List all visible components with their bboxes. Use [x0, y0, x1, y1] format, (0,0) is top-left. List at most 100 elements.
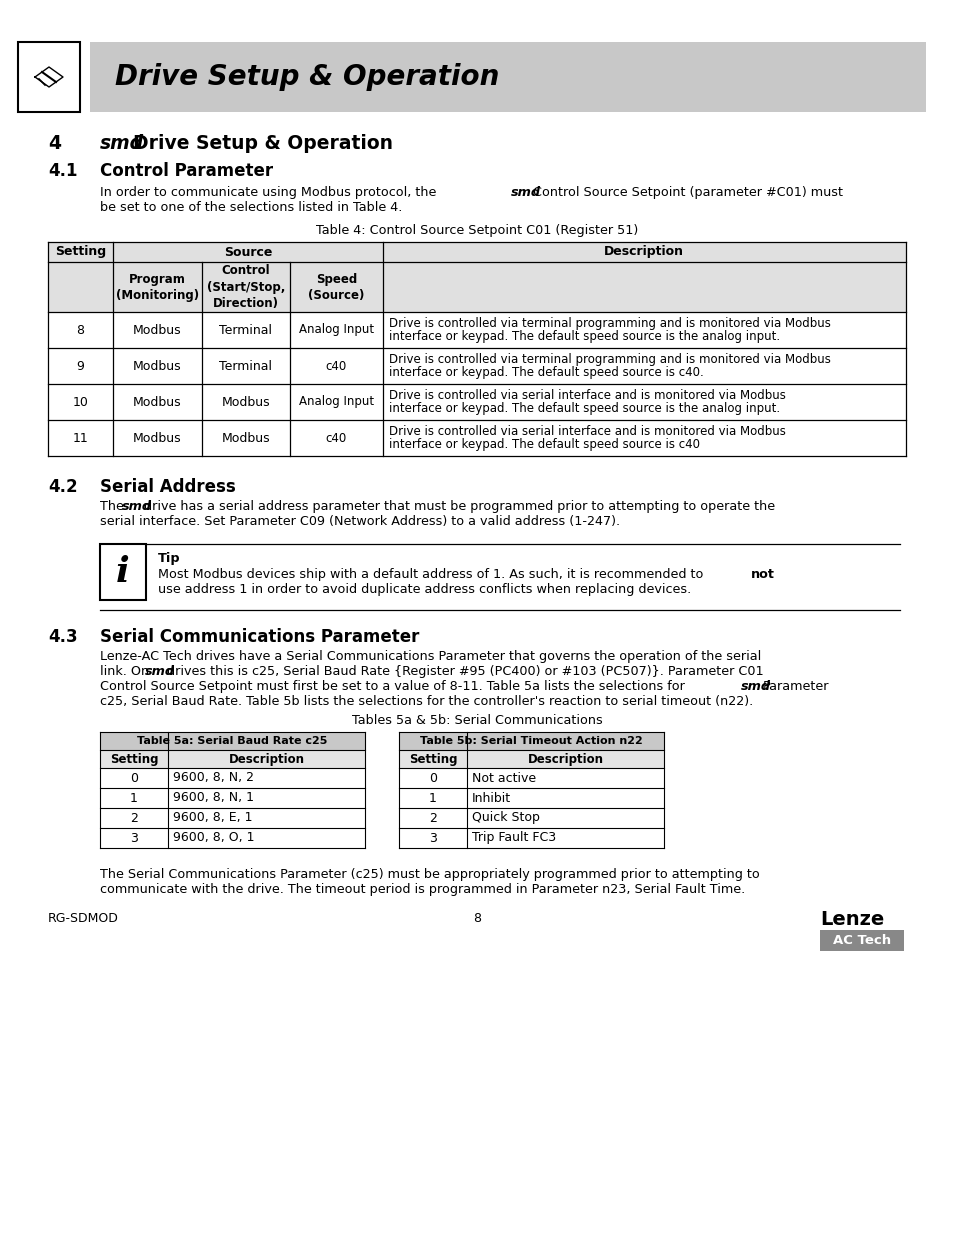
- Text: smd: smd: [145, 664, 174, 678]
- Text: 4.2: 4.2: [48, 478, 77, 496]
- Text: interface or keypad. The default speed source is c40: interface or keypad. The default speed s…: [388, 438, 699, 451]
- Text: 1: 1: [429, 792, 436, 804]
- Text: 10: 10: [72, 395, 89, 409]
- Text: Drive is controlled via serial interface and is monitored via Modbus: Drive is controlled via serial interface…: [388, 425, 784, 437]
- Text: Tables 5a & 5b: Serial Communications: Tables 5a & 5b: Serial Communications: [352, 714, 601, 727]
- Text: Modbus: Modbus: [132, 359, 181, 373]
- Bar: [100, 543, 146, 600]
- Text: 4.3: 4.3: [48, 629, 77, 646]
- Text: c40: c40: [325, 359, 347, 373]
- Text: smd: smd: [122, 500, 152, 513]
- Text: Program
(Monitoring): Program (Monitoring): [115, 273, 199, 301]
- Text: Terminal: Terminal: [219, 324, 272, 336]
- Text: Control Source Setpoint must first be set to a value of 8-11. Table 5a lists the: Control Source Setpoint must first be se…: [100, 680, 688, 693]
- Bar: [48, 242, 905, 312]
- Text: 9600, 8, N, 2: 9600, 8, N, 2: [172, 772, 253, 784]
- Text: 3: 3: [429, 831, 436, 845]
- Text: Drive is controlled via terminal programming and is monitored via Modbus: Drive is controlled via terminal program…: [388, 353, 830, 366]
- Text: interface or keypad. The default speed source is the analog input.: interface or keypad. The default speed s…: [388, 403, 779, 415]
- Text: The Serial Communications Parameter (c25) must be appropriately programmed prior: The Serial Communications Parameter (c25…: [100, 868, 759, 881]
- Bar: [100, 732, 365, 750]
- Text: Not active: Not active: [472, 772, 536, 784]
- Text: 0: 0: [130, 772, 138, 784]
- Bar: [398, 732, 663, 750]
- Text: 1: 1: [130, 792, 138, 804]
- Bar: [100, 750, 365, 768]
- Text: The: The: [100, 500, 128, 513]
- Text: Modbus: Modbus: [132, 395, 181, 409]
- Text: Modbus: Modbus: [132, 431, 181, 445]
- Text: Table 5a: Serial Baud Rate c25: Table 5a: Serial Baud Rate c25: [137, 736, 327, 746]
- Text: Analog Input: Analog Input: [298, 395, 374, 409]
- Text: Drive is controlled via terminal programming and is monitored via Modbus: Drive is controlled via terminal program…: [388, 316, 830, 330]
- Text: Drive Setup & Operation: Drive Setup & Operation: [115, 63, 498, 91]
- Text: Inhibit: Inhibit: [472, 792, 511, 804]
- Text: Drive Setup & Operation: Drive Setup & Operation: [132, 135, 393, 153]
- Text: 9600, 8, E, 1: 9600, 8, E, 1: [172, 811, 253, 825]
- Text: Drive is controlled via serial interface and is monitored via Modbus: Drive is controlled via serial interface…: [388, 389, 784, 401]
- Text: interface or keypad. The default speed source is c40.: interface or keypad. The default speed s…: [388, 367, 702, 379]
- Text: Setting: Setting: [408, 752, 456, 766]
- Text: 3: 3: [130, 831, 138, 845]
- Text: AC Tech: AC Tech: [832, 934, 890, 947]
- Text: interface or keypad. The default speed source is the analog input.: interface or keypad. The default speed s…: [388, 330, 779, 343]
- Text: Description: Description: [603, 246, 683, 258]
- Text: 9600, 8, N, 1: 9600, 8, N, 1: [172, 792, 253, 804]
- Text: smd: smd: [100, 135, 144, 153]
- Text: Lenze-AC Tech drives have a Serial Communications Parameter that governs the ope: Lenze-AC Tech drives have a Serial Commu…: [100, 650, 760, 663]
- Text: not: not: [750, 568, 774, 580]
- Text: link. On: link. On: [100, 664, 153, 678]
- Text: In order to communicate using Modbus protocol, the: In order to communicate using Modbus pro…: [100, 186, 440, 199]
- Text: c40: c40: [325, 431, 347, 445]
- Text: Serial Address: Serial Address: [100, 478, 235, 496]
- Text: 11: 11: [72, 431, 89, 445]
- Bar: [398, 750, 663, 768]
- Text: 9: 9: [76, 359, 85, 373]
- Text: Modbus: Modbus: [132, 324, 181, 336]
- Text: Terminal: Terminal: [219, 359, 272, 373]
- Text: RG-SDMOD: RG-SDMOD: [48, 911, 119, 925]
- Text: Tip: Tip: [158, 552, 180, 564]
- Text: Description: Description: [527, 752, 603, 766]
- Text: Trip Fault FC3: Trip Fault FC3: [472, 831, 556, 845]
- Text: 9600, 8, O, 1: 9600, 8, O, 1: [172, 831, 254, 845]
- Bar: [18, 42, 80, 112]
- Bar: [820, 930, 903, 951]
- Text: Most Modbus devices ship with a default address of 1. As such, it is recommended: Most Modbus devices ship with a default …: [158, 568, 706, 580]
- Text: 2: 2: [429, 811, 436, 825]
- Text: 8: 8: [76, 324, 85, 336]
- Text: Source: Source: [224, 246, 272, 258]
- Text: smd: smd: [740, 680, 770, 693]
- Text: Table 4: Control Source Setpoint C01 (Register 51): Table 4: Control Source Setpoint C01 (Re…: [315, 224, 638, 237]
- Text: Modbus: Modbus: [221, 431, 270, 445]
- Text: Speed
(Source): Speed (Source): [308, 273, 364, 301]
- Text: Serial Communications Parameter: Serial Communications Parameter: [100, 629, 419, 646]
- Text: Modbus: Modbus: [221, 395, 270, 409]
- Text: be set to one of the selections listed in Table 4.: be set to one of the selections listed i…: [100, 201, 402, 214]
- Text: serial interface. Set Parameter C09 (Network Address) to a valid address (1-247): serial interface. Set Parameter C09 (Net…: [100, 515, 619, 529]
- Text: Setting: Setting: [110, 752, 158, 766]
- Text: Setting: Setting: [55, 246, 106, 258]
- Text: i: i: [116, 555, 130, 589]
- Text: Quick Stop: Quick Stop: [472, 811, 539, 825]
- Text: use address 1 in order to avoid duplicate address conflicts when replacing devic: use address 1 in order to avoid duplicat…: [158, 583, 691, 597]
- Text: communicate with the drive. The timeout period is programmed in Parameter n23, S: communicate with the drive. The timeout …: [100, 883, 744, 897]
- Text: drive has a serial address parameter that must be programmed prior to attempting: drive has a serial address parameter tha…: [144, 500, 774, 513]
- Text: smd: smd: [511, 186, 540, 199]
- Text: 0: 0: [429, 772, 436, 784]
- Text: Parameter: Parameter: [762, 680, 828, 693]
- Text: drives this is c25, Serial Baud Rate {Register #95 (PC400) or #103 (PC507)}. Par: drives this is c25, Serial Baud Rate {Re…: [167, 664, 762, 678]
- Text: Control
(Start/Stop,
Direction): Control (Start/Stop, Direction): [207, 264, 285, 310]
- Text: c25, Serial Baud Rate. Table 5b lists the selections for the controller's reacti: c25, Serial Baud Rate. Table 5b lists th…: [100, 695, 753, 708]
- Bar: [90, 42, 925, 112]
- Text: 8: 8: [473, 911, 480, 925]
- Text: 2: 2: [130, 811, 138, 825]
- Text: 4: 4: [48, 135, 61, 153]
- Text: Control Source Setpoint (parameter #C01) must: Control Source Setpoint (parameter #C01)…: [533, 186, 842, 199]
- Text: Lenze: Lenze: [820, 910, 883, 929]
- Text: Control Parameter: Control Parameter: [100, 162, 273, 180]
- Text: Analog Input: Analog Input: [298, 324, 374, 336]
- Text: 4.1: 4.1: [48, 162, 77, 180]
- Text: Description: Description: [229, 752, 304, 766]
- Text: Table 5b: Serial Timeout Action n22: Table 5b: Serial Timeout Action n22: [419, 736, 642, 746]
